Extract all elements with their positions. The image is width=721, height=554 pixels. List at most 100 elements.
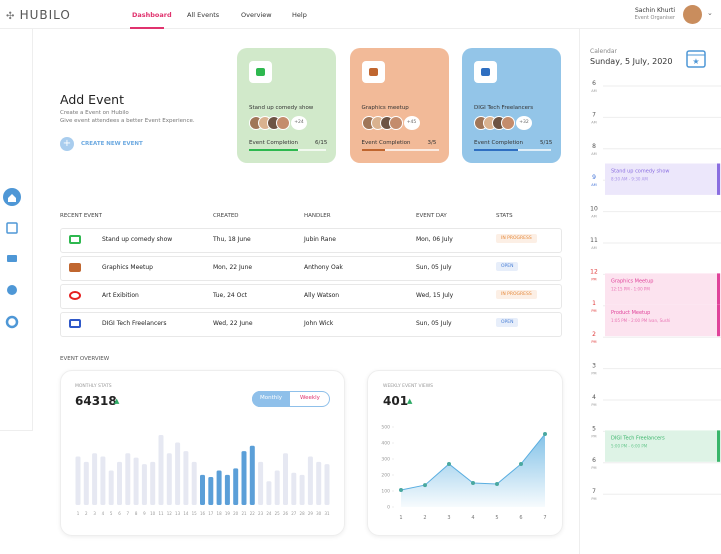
- bar: [249, 445, 255, 505]
- settings-icon[interactable]: [5, 315, 19, 329]
- trend-up: ▲: [114, 397, 120, 405]
- chart-total: 64318: [75, 394, 117, 408]
- hour-label: 12: [590, 268, 598, 275]
- bar: [316, 461, 322, 505]
- row-name: DIGI Tech Freelancers: [102, 320, 167, 327]
- row-day: Mon, 06 July: [416, 236, 453, 243]
- y-tick-label: 300: [381, 457, 390, 463]
- card-icon-glyph: [256, 68, 265, 76]
- add-event-title: Add Event: [60, 92, 124, 107]
- hour-period: AM: [591, 120, 596, 124]
- point: [423, 483, 427, 488]
- table-row[interactable]: [60, 284, 562, 309]
- calendar-button[interactable]: ★: [685, 47, 707, 69]
- event-block[interactable]: [605, 163, 721, 195]
- chat-icon[interactable]: [7, 255, 17, 262]
- nav-item[interactable]: Overview: [241, 11, 272, 19]
- x-tick-label: 7: [543, 515, 546, 521]
- help-icon[interactable]: [7, 285, 17, 295]
- status-badge: OPEN: [496, 262, 519, 271]
- event-block[interactable]: [605, 430, 721, 462]
- row-icon: [69, 263, 81, 272]
- x-tick-label: 1: [399, 515, 402, 521]
- hour-label: 8: [592, 143, 596, 150]
- row-handler: Anthony Oak: [304, 264, 343, 271]
- hour-period: AM: [591, 246, 596, 250]
- x-tick-label: 18: [217, 511, 223, 516]
- card-icon-glyph: [368, 68, 378, 76]
- x-tick-label: 7: [127, 511, 130, 516]
- table-row[interactable]: [60, 312, 562, 337]
- create-button[interactable]: +: [60, 137, 74, 151]
- row-handler: John Wick: [304, 320, 334, 327]
- avatar[interactable]: [683, 5, 702, 24]
- event-time: 5:00 PM - 6:00 PM: [611, 443, 648, 448]
- nav-item[interactable]: Dashboard: [132, 11, 172, 19]
- completion-label: Event Completion: [361, 140, 411, 146]
- event-edge: [717, 273, 720, 305]
- calendar-icon[interactable]: [6, 222, 18, 234]
- card-title: Graphics meetup: [361, 105, 409, 111]
- status-badge: IN PROGRESS: [496, 290, 537, 299]
- x-tick-label: 24: [266, 511, 272, 516]
- user-menu-chevron[interactable]: ⌄: [707, 9, 713, 17]
- event-block[interactable]: [605, 273, 721, 305]
- bar: [283, 453, 288, 505]
- create-link[interactable]: CREATE NEW EVENT: [81, 141, 143, 147]
- nav-item[interactable]: Help: [292, 11, 307, 19]
- table-header: CREATED: [213, 213, 239, 219]
- hour-period: AM: [591, 152, 596, 156]
- x-tick-label: 14: [183, 511, 189, 516]
- hour-label: 3: [592, 363, 596, 370]
- y-tick-label: 400: [381, 441, 390, 447]
- logo-text: HUBILO: [19, 8, 71, 22]
- x-tick-label: 31: [324, 511, 330, 516]
- toggle-active[interactable]: [252, 391, 290, 407]
- table-row[interactable]: [60, 228, 562, 253]
- x-tick-label: 4: [102, 511, 105, 516]
- x-tick-label: 15: [192, 511, 198, 516]
- progress-bar: [474, 149, 518, 151]
- row-day: Wed, 15 July: [416, 292, 454, 299]
- x-tick-label: 5: [110, 511, 113, 516]
- row-icon: [69, 235, 81, 244]
- toggle-option[interactable]: Monthly: [260, 395, 283, 401]
- row-created: Tue, 24 Oct: [213, 292, 247, 299]
- x-tick-label: 13: [175, 511, 181, 516]
- x-tick-label: 30: [316, 511, 322, 516]
- nav-item[interactable]: All Events: [187, 11, 220, 19]
- row-icon: [69, 291, 81, 300]
- hour-period: PM: [591, 466, 596, 470]
- logo[interactable]: ✣ HUBILO: [6, 8, 71, 22]
- hour-period: PM: [591, 340, 596, 344]
- table-row[interactable]: [60, 256, 562, 281]
- card-icon-glyph: [481, 68, 490, 76]
- header-border: [0, 28, 721, 29]
- completion-label: Event Completion: [249, 140, 299, 146]
- x-tick-label: 21: [241, 511, 247, 516]
- hour-label: 1: [592, 300, 596, 307]
- event-edge: [717, 430, 720, 462]
- x-tick-label: 23: [258, 511, 264, 516]
- x-tick-label: 3: [447, 515, 450, 521]
- row-day: Sun, 05 July: [416, 264, 452, 271]
- x-tick-label: 16: [200, 511, 206, 516]
- hour-label: 6: [592, 80, 596, 87]
- bar: [83, 461, 89, 505]
- toggle-option[interactable]: Weekly: [300, 395, 320, 401]
- hour-label: 7: [592, 488, 596, 495]
- event-block[interactable]: [605, 304, 721, 337]
- event-time: 1:05 PM - 2:00 PM Ivan, Sushi: [611, 318, 670, 323]
- bar: [117, 461, 122, 505]
- event-title: Product Meetup: [611, 310, 650, 316]
- row-handler: Jubin Rane: [304, 236, 336, 243]
- hour-label: 7: [592, 111, 596, 118]
- status-badge: OPEN: [496, 318, 519, 327]
- card-title: DIGI Tech Freelancers: [474, 105, 534, 111]
- bar: [100, 456, 106, 505]
- hour-period: PM: [591, 372, 596, 376]
- hour-label: 5: [592, 425, 596, 432]
- completion-value: 3/5: [427, 140, 437, 146]
- completion-value: 5/15: [540, 140, 553, 146]
- table-header: EVENT DAY: [416, 213, 447, 219]
